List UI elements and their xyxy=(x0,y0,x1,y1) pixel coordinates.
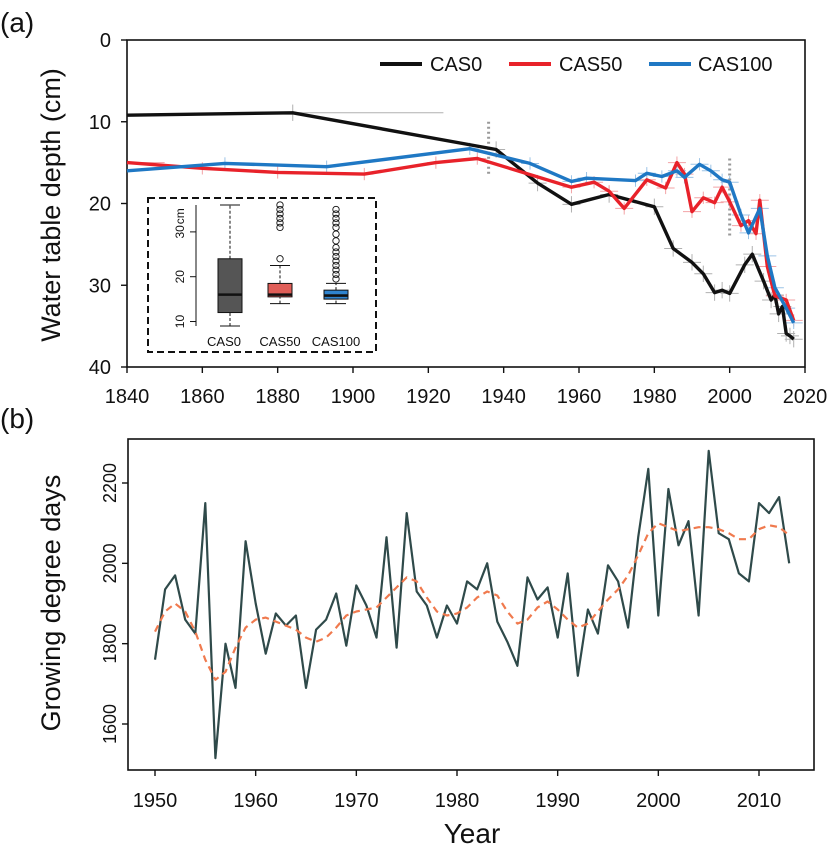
inset-outlier-CAS100 xyxy=(332,275,340,283)
inset-outlier-CAS100 xyxy=(332,214,340,223)
legend-label-CAS0: CAS0 xyxy=(430,54,482,76)
panel-b-x-tick-label: 1990 xyxy=(535,790,580,812)
inset-outlier-CAS50 xyxy=(276,205,284,214)
panel-b-x-tick-label: 2010 xyxy=(737,790,782,812)
panel-a-legend: CAS0 CAS50 CAS100 xyxy=(380,54,773,76)
panel-a-label: (a) xyxy=(0,7,34,38)
inset-outlier-CAS100 xyxy=(332,266,340,274)
inset-outlier-CAS50 xyxy=(276,255,284,263)
inset-outlier-CAS100 xyxy=(332,205,340,214)
inset-box-CAS0 xyxy=(217,258,243,314)
inset-outlier-CAS50 xyxy=(276,223,284,232)
inset-category-label: CAS50 xyxy=(259,334,300,349)
panel-b-x-tick-label: 1970 xyxy=(334,790,379,812)
panel-a-x-tick-label: 1840 xyxy=(105,386,150,408)
panel-b-label: (b) xyxy=(0,403,34,434)
inset-outlier-CAS100 xyxy=(332,223,340,232)
panel-a-y-axis-title: Water table depth (cm) xyxy=(36,68,66,342)
panel-a-x-tick-label: 2020 xyxy=(783,386,828,408)
panel-b-plot-area: 1950 1960 1970 1980 1990 2000 2010 1600 1800 2000… xyxy=(100,438,815,812)
inset-outlier-CAS100 xyxy=(332,257,340,265)
inset-outlier-CAS100 xyxy=(332,248,340,256)
inset-outlier-CAS100 xyxy=(332,210,340,218)
legend-label-CAS50: CAS50 xyxy=(559,54,622,76)
panel-a-x-tick-label: 1980 xyxy=(632,386,677,408)
panel-b-y-tick-label: 1600 xyxy=(100,704,120,744)
inset-y-tick-label: 20 xyxy=(173,270,187,284)
inset-outlier-CAS50 xyxy=(276,219,284,227)
panel-b-x-tick-label: 1980 xyxy=(435,790,480,812)
panel-a-x-tick-label: 1900 xyxy=(331,386,376,408)
panel-a-x-tick-label: 1880 xyxy=(255,386,300,408)
inset-category-label: CAS0 xyxy=(207,334,241,349)
panel-b-series-line-smoothed xyxy=(154,522,790,681)
panel-a-x-tick-label: 1960 xyxy=(557,386,602,408)
panel-a-series-line-CAS100 xyxy=(126,147,796,324)
inset-outlier-CAS50 xyxy=(276,214,284,223)
inset-frame xyxy=(147,197,377,353)
inset-y-tick-label: 10 xyxy=(173,315,187,329)
inset-category-label: CAS100 xyxy=(312,334,360,349)
panel-a-x-tick-label: 1940 xyxy=(481,386,526,408)
inset-outlier-CAS50 xyxy=(276,210,284,218)
panel-b-frame xyxy=(127,438,815,771)
panel-a-y-tick-label: 10 xyxy=(89,112,111,134)
panel-b-y-tick-label: 1800 xyxy=(100,624,120,664)
panel-b: (b) Growing degree days Year 1950 1960 197… xyxy=(0,403,815,849)
inset-outlier-CAS100 xyxy=(332,261,340,270)
inset-outlier-CAS100 xyxy=(332,270,340,279)
panel-b-series-line-annual xyxy=(153,449,791,760)
legend-label-CAS100: CAS100 xyxy=(698,54,773,76)
panel-a-series-line-CAS0 xyxy=(126,111,795,341)
panel-a-x-tick-label: 2000 xyxy=(707,386,752,408)
panel-b-y-tick-label: 2200 xyxy=(100,463,120,503)
panel-b-y-tick-label: 2000 xyxy=(100,543,120,583)
panel-b-x-axis-title: Year xyxy=(444,818,501,849)
panel-a-y-tick-label: 30 xyxy=(89,275,111,297)
panel-a-y-tick-label: 20 xyxy=(89,194,111,216)
panel-b-x-tick-label: 1960 xyxy=(233,790,278,812)
panel-a-y-tick-label: 0 xyxy=(100,30,111,52)
panel-b-x-tick-label: 1950 xyxy=(133,790,178,812)
inset-outlier-CAS100 xyxy=(332,252,340,261)
panel-b-y-axis-title: Growing degree days xyxy=(36,475,66,732)
inset-y-tick-label: 30 xyxy=(173,225,187,239)
inset-y-unit: cm xyxy=(173,208,187,224)
inset-outlier-CAS100 xyxy=(332,219,340,227)
panel-a-plot-area: 1840 1860 1880 1900 1920 1940 1960 1980 2000 2020… xyxy=(89,30,828,408)
panel-a-x-tick-label: 1920 xyxy=(406,386,451,408)
panel-b-x-tick-label: 2000 xyxy=(636,790,681,812)
panel-a: (a) Water table depth (cm) 1840 1860 1880 1… xyxy=(0,7,827,408)
panel-a-y-tick-label: 40 xyxy=(89,357,111,379)
inset-outlier-CAS50 xyxy=(276,201,284,209)
panel-a-x-tick-label: 1860 xyxy=(180,386,225,408)
